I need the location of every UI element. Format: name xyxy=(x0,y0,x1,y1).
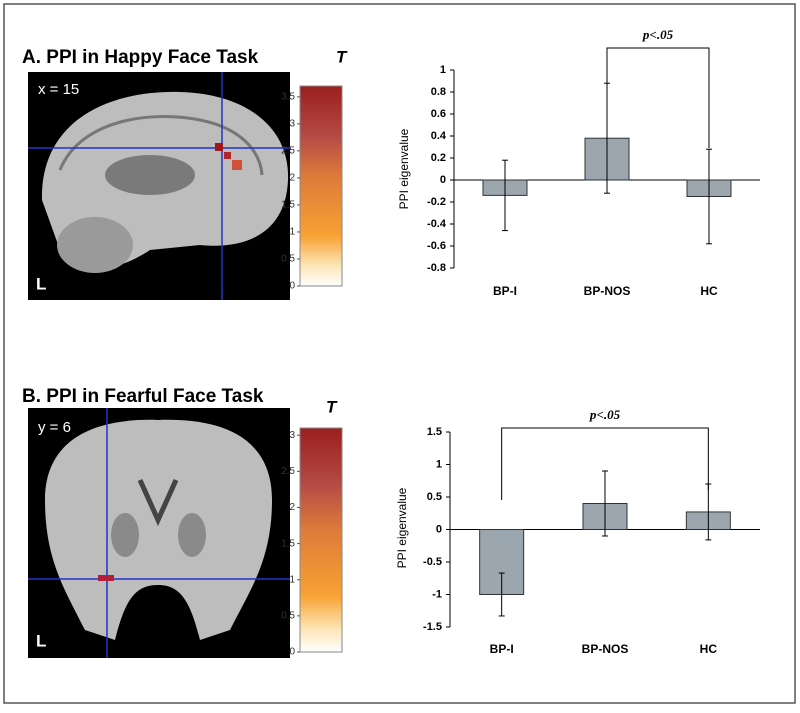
y-tick-label: 0 xyxy=(440,174,446,186)
y-tick-label: -0.2 xyxy=(427,196,446,208)
y-tick-label: 0.8 xyxy=(431,86,446,98)
x-tick-label: BP-I xyxy=(493,284,517,298)
side-label: L xyxy=(36,631,46,650)
y-tick-label: 1.5 xyxy=(427,426,442,438)
sagittal-image xyxy=(28,72,290,300)
y-tick-label: -0.8 xyxy=(427,262,446,274)
colorbar-tick-label: 2 xyxy=(289,502,295,513)
y-axis-label: PPI eigenvalue xyxy=(395,487,409,568)
y-tick-label: -1.5 xyxy=(423,621,442,633)
x-tick-label: BP-NOS xyxy=(584,284,631,298)
colorbar-tick-label: 1 xyxy=(289,574,295,585)
panel-title: A. PPI in Happy Face Task xyxy=(22,47,259,68)
coronal-image xyxy=(28,408,290,658)
significance-label: p<.05 xyxy=(642,27,674,42)
panel-title: B. PPI in Fearful Face Task xyxy=(22,386,264,407)
y-tick-label: 0.2 xyxy=(431,152,446,164)
y-axis-label: PPI eigenvalue xyxy=(397,128,411,209)
y-tick-label: -0.4 xyxy=(427,218,447,230)
colorbar-tick-label: 2 xyxy=(289,173,295,184)
colorbar-tick-label: 0 xyxy=(289,281,295,292)
image-label: y = 6 xyxy=(38,419,71,436)
y-tick-label: 0.5 xyxy=(427,491,442,503)
colorbar-label: T xyxy=(326,397,338,416)
colorbar-tick-label: 1.5 xyxy=(281,538,295,549)
y-tick-label: 0 xyxy=(436,523,442,535)
y-tick-label: 1 xyxy=(436,458,442,470)
x-tick-label: HC xyxy=(700,284,718,298)
colorbar xyxy=(299,427,343,653)
significance-bracket xyxy=(606,47,710,148)
y-tick-label: -0.5 xyxy=(423,556,442,568)
significance-bracket xyxy=(501,427,709,500)
y-tick-label: 0.6 xyxy=(431,108,446,120)
colorbar-tick-label: 2.5 xyxy=(281,466,295,477)
colorbar-tick-label: 0 xyxy=(289,647,295,658)
colorbar-tick-label: 0.5 xyxy=(281,611,295,622)
x-tick-label: HC xyxy=(700,642,718,656)
colorbar-tick-label: 3 xyxy=(289,118,295,129)
y-tick-label: -0.6 xyxy=(427,240,446,252)
x-tick-label: BP-NOS xyxy=(582,642,629,656)
y-tick-label: -1 xyxy=(432,588,442,600)
colorbar-tick-label: 1.5 xyxy=(281,200,295,211)
colorbar-tick-label: 1 xyxy=(289,227,295,238)
colorbar xyxy=(299,85,343,287)
colorbar-tick-label: 3.5 xyxy=(281,91,295,102)
side-label: L xyxy=(36,274,46,293)
colorbar-tick-label: 0.5 xyxy=(281,254,295,265)
colorbar-label: T xyxy=(336,47,348,66)
colorbar-tick-label: 3 xyxy=(289,430,295,441)
image-label: x = 15 xyxy=(38,81,79,98)
significance-label: p<.05 xyxy=(589,407,621,422)
y-tick-label: 0.4 xyxy=(431,130,447,142)
figure-border xyxy=(3,3,796,704)
y-tick-label: 1 xyxy=(440,64,446,76)
colorbar-tick-label: 2.5 xyxy=(281,146,295,157)
x-tick-label: BP-I xyxy=(490,642,514,656)
